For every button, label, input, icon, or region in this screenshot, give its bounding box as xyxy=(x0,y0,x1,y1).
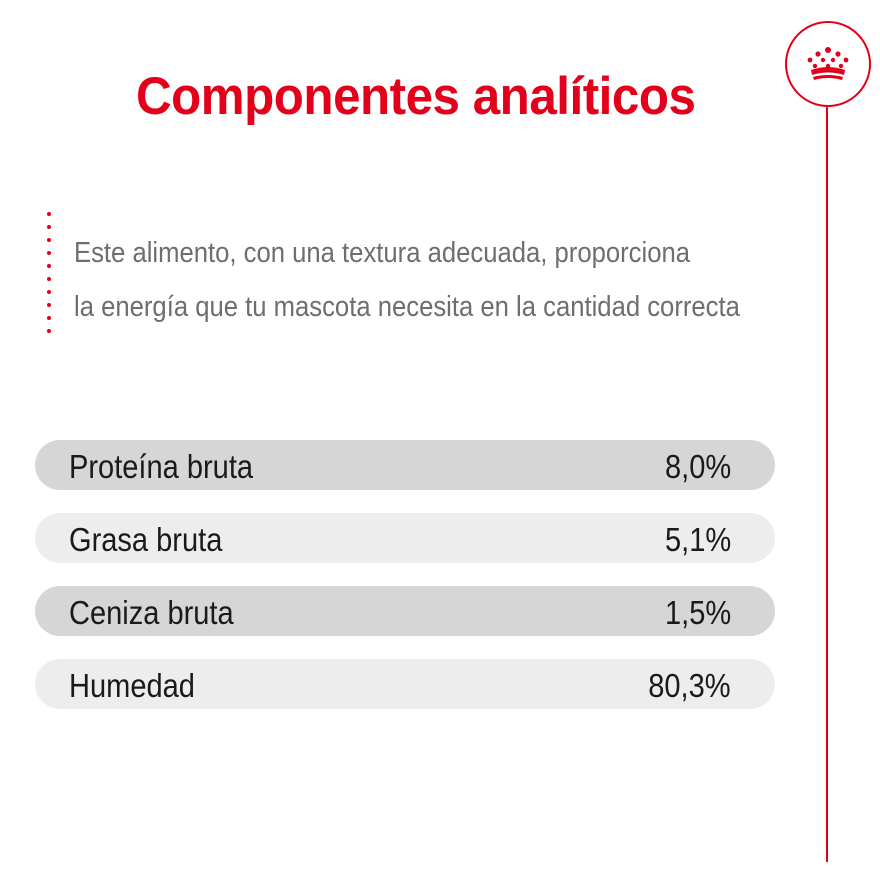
description-line-1: Este alimento, con una textura adecuada,… xyxy=(74,237,691,269)
description: Este alimento, con una textura adecuada,… xyxy=(74,226,740,334)
nutrient-value: 8,0% xyxy=(664,448,731,485)
page-title: Componentes analíticos xyxy=(136,67,696,126)
description-line-2: la energía que tu mascota necesita en la… xyxy=(74,291,740,323)
nutrient-value: 5,1% xyxy=(664,521,731,558)
nutrient-value: 1,5% xyxy=(664,594,731,631)
brand-badge xyxy=(785,21,871,107)
nutrient-label: Proteína bruta xyxy=(69,448,254,485)
nutrient-value: 80,3% xyxy=(648,667,731,704)
nutrient-row-fat: Grasa bruta 5,1% xyxy=(35,513,775,563)
nutrient-label: Grasa bruta xyxy=(69,521,223,558)
nutrient-row-moisture: Humedad 80,3% xyxy=(35,659,775,709)
nutrient-table: Proteína bruta 8,0% Grasa bruta 5,1% Cen… xyxy=(35,440,775,732)
nutrient-row-ash: Ceniza bruta 1,5% xyxy=(35,586,775,636)
accent-vertical-line xyxy=(826,106,828,862)
crown-icon xyxy=(807,47,849,80)
nutrient-label: Ceniza bruta xyxy=(69,594,234,631)
dotted-accent xyxy=(46,212,52,342)
nutrient-label: Humedad xyxy=(69,667,195,704)
nutrient-row-protein: Proteína bruta 8,0% xyxy=(35,440,775,490)
